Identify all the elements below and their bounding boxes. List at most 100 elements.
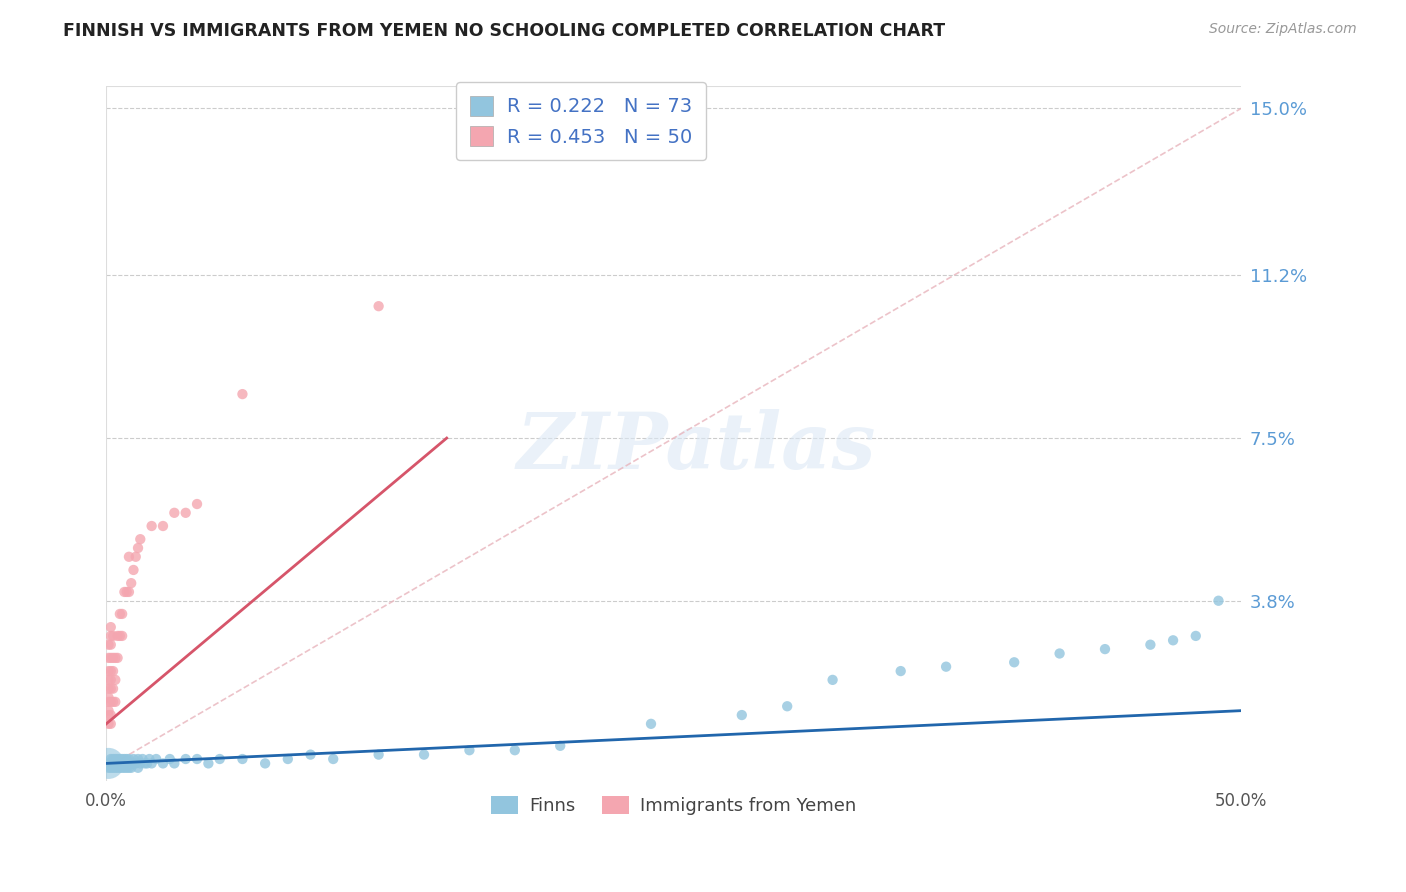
- Point: [97, 708, 120, 723]
- Point: [108, 761, 131, 775]
- Point: [97, 638, 120, 652]
- Point: [163, 506, 186, 520]
- Point: [120, 756, 142, 771]
- Point: [108, 756, 131, 771]
- Point: [112, 752, 135, 766]
- Point: [112, 761, 135, 775]
- Point: [159, 752, 181, 766]
- Point: [107, 651, 129, 665]
- Point: [112, 585, 135, 599]
- Point: [138, 752, 160, 766]
- Point: [127, 541, 149, 555]
- Point: [97, 716, 120, 731]
- Point: [107, 761, 129, 775]
- Point: [277, 752, 299, 766]
- Point: [108, 607, 131, 621]
- Point: [367, 747, 389, 762]
- Point: [100, 695, 122, 709]
- Point: [118, 761, 141, 775]
- Point: [197, 756, 219, 771]
- Point: [118, 585, 141, 599]
- Point: [108, 752, 131, 766]
- Point: [104, 752, 127, 766]
- Point: [122, 752, 145, 766]
- Point: [1208, 593, 1230, 607]
- Point: [101, 695, 124, 709]
- Point: [458, 743, 481, 757]
- Point: [890, 664, 912, 678]
- Point: [136, 756, 159, 771]
- Point: [413, 747, 436, 762]
- Point: [115, 585, 138, 599]
- Point: [1002, 655, 1025, 669]
- Point: [186, 752, 208, 766]
- Point: [231, 387, 253, 401]
- Point: [127, 761, 149, 775]
- Point: [134, 756, 156, 771]
- Point: [97, 673, 120, 687]
- Point: [125, 549, 148, 564]
- Point: [97, 690, 120, 705]
- Text: Source: ZipAtlas.com: Source: ZipAtlas.com: [1209, 22, 1357, 37]
- Point: [104, 695, 127, 709]
- Point: [118, 549, 141, 564]
- Point: [101, 664, 124, 678]
- Point: [174, 506, 197, 520]
- Point: [101, 629, 124, 643]
- Point: [141, 519, 163, 533]
- Point: [97, 651, 120, 665]
- Point: [100, 761, 122, 775]
- Point: [97, 695, 120, 709]
- Point: [100, 651, 122, 665]
- Point: [367, 299, 389, 313]
- Point: [111, 756, 134, 771]
- Point: [104, 651, 127, 665]
- Point: [100, 664, 122, 678]
- Point: [776, 699, 799, 714]
- Point: [731, 708, 754, 723]
- Point: [111, 756, 134, 771]
- Point: [120, 761, 142, 775]
- Point: [100, 629, 122, 643]
- Point: [100, 708, 122, 723]
- Point: [208, 752, 231, 766]
- Point: [935, 659, 957, 673]
- Point: [100, 716, 122, 731]
- Point: [97, 681, 120, 696]
- Point: [111, 629, 134, 643]
- Point: [104, 673, 127, 687]
- Point: [821, 673, 844, 687]
- Legend: Finns, Immigrants from Yemen: Finns, Immigrants from Yemen: [482, 787, 866, 824]
- Point: [129, 532, 152, 546]
- Point: [322, 752, 344, 766]
- Point: [1184, 629, 1206, 643]
- Point: [101, 756, 124, 771]
- Point: [101, 651, 124, 665]
- Point: [100, 752, 122, 766]
- Point: [145, 752, 167, 766]
- Point: [120, 576, 142, 591]
- Point: [503, 743, 526, 757]
- Point: [104, 756, 127, 771]
- Point: [231, 752, 253, 766]
- Point: [163, 756, 186, 771]
- Text: ZIPatlas: ZIPatlas: [517, 409, 876, 486]
- Point: [131, 752, 153, 766]
- Point: [186, 497, 208, 511]
- Point: [97, 704, 120, 718]
- Point: [118, 752, 141, 766]
- Point: [115, 752, 138, 766]
- Point: [107, 629, 129, 643]
- Point: [97, 756, 120, 771]
- Point: [112, 756, 135, 771]
- Point: [1094, 642, 1116, 657]
- Point: [100, 681, 122, 696]
- Point: [97, 664, 120, 678]
- Point: [100, 638, 122, 652]
- Point: [101, 681, 124, 696]
- Point: [141, 756, 163, 771]
- Point: [104, 761, 127, 775]
- Point: [1139, 638, 1161, 652]
- Point: [127, 752, 149, 766]
- Point: [100, 620, 122, 634]
